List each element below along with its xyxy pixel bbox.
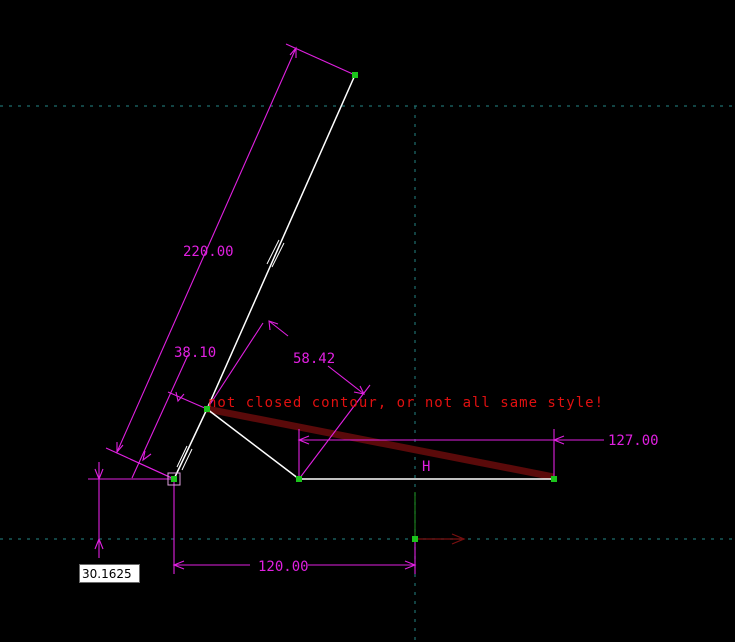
parallel-constraint-mark <box>266 239 280 265</box>
dimension-line-58 <box>327 365 365 395</box>
sketch-point-base-right[interactable] <box>551 476 557 482</box>
dimension-extension-line <box>285 43 356 76</box>
sketch-origin-point[interactable] <box>412 536 418 542</box>
sketch-line-long[interactable] <box>206 74 356 410</box>
sketch-point-corner[interactable] <box>171 476 177 482</box>
sketch-point-selected[interactable] <box>167 472 181 486</box>
dimension-label-127[interactable]: 127.00 <box>608 433 659 449</box>
dimension-extension-line <box>129 458 175 480</box>
parallel-constraint-mark <box>176 445 188 468</box>
dimension-extension-line <box>298 384 371 480</box>
dimension-arrowhead <box>94 537 104 550</box>
dimension-arrowhead <box>175 391 185 403</box>
dimension-arrowhead <box>289 46 297 58</box>
dimension-arrowhead <box>172 560 185 570</box>
dimension-line-38 <box>131 354 189 479</box>
dimension-value-input[interactable] <box>79 564 140 583</box>
dimension-arrowhead <box>404 560 417 570</box>
sketch-point-base-left[interactable] <box>296 476 302 482</box>
dimension-arrowhead <box>297 435 310 445</box>
dimension-extension-line <box>167 391 208 410</box>
origin-x-arrowhead <box>451 533 466 545</box>
dimension-arrowhead <box>268 320 279 331</box>
sketch-point-top[interactable] <box>352 72 358 78</box>
dimension-line-58 <box>268 320 289 337</box>
sketch-line-short[interactable] <box>173 408 208 480</box>
error-highlight-segment <box>206 405 555 481</box>
error-message: not closed contour, or not all same styl… <box>208 395 604 411</box>
dimension-label-38[interactable]: 38.10 <box>174 345 216 361</box>
parallel-constraint-mark <box>181 448 193 471</box>
dimension-line-220 <box>116 47 297 453</box>
dimension-arrowhead <box>552 435 565 445</box>
parallel-constraint-mark <box>271 242 285 268</box>
horizontal-constraint-label: H <box>422 459 430 475</box>
dimension-arrowhead <box>353 385 365 395</box>
sketch-point-joint[interactable] <box>204 406 210 412</box>
dimension-arrowhead <box>116 442 124 454</box>
dimension-extension-line <box>206 322 264 410</box>
dimension-arrowhead <box>94 468 104 481</box>
dimension-label-58[interactable]: 58.42 <box>293 351 335 367</box>
dimension-label-220[interactable]: 220.00 <box>183 244 234 260</box>
sketch-line-diagonal[interactable] <box>206 408 300 480</box>
dimension-arrowhead <box>142 450 152 462</box>
dimension-label-120[interactable]: 120.00 <box>258 559 309 575</box>
